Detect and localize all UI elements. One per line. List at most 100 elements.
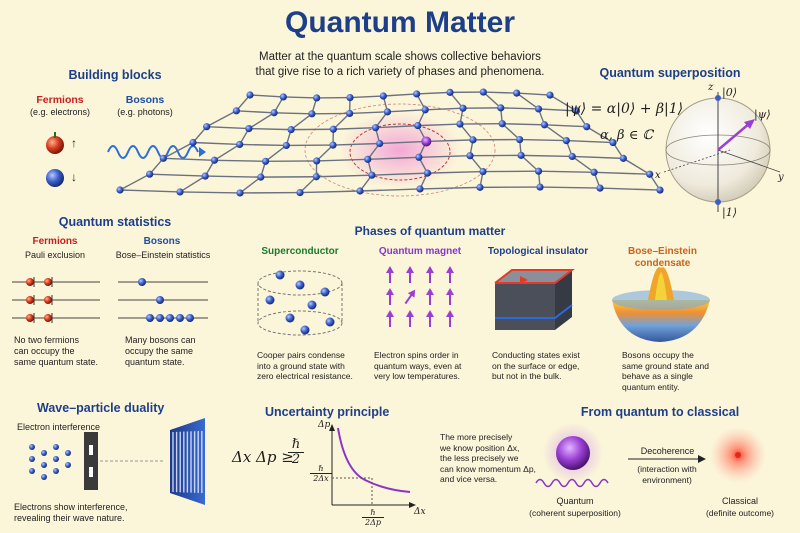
boson-dot: [138, 278, 146, 286]
phase-superconductor-title-text: Superconductor: [261, 246, 339, 257]
lattice-node: [356, 187, 364, 195]
lattice-node: [497, 104, 505, 112]
subtitle-line-1: Matter at the quantum scale shows collec…: [259, 51, 541, 63]
stats-fermions-label-text: Fermions: [32, 236, 78, 247]
lattice-node: [379, 92, 387, 100]
cooper-pair-dot: [285, 313, 295, 323]
lattice-node: [159, 154, 167, 162]
spin-down-arrow-icon: ↓: [71, 170, 77, 184]
lattice-node: [329, 141, 337, 149]
lattice-node: [590, 168, 598, 176]
cooper-pair-dot: [295, 280, 305, 290]
lattice-node: [421, 106, 429, 114]
lattice-node: [476, 183, 484, 191]
lattice-node: [201, 172, 209, 180]
stats-fermions-label: Fermions: [5, 236, 105, 247]
stats-bosons-note: Many bosons can occupy the same quantum …: [125, 335, 196, 368]
stats-fermions-note-line: No two fermions: [14, 335, 80, 345]
lattice-node: [469, 136, 477, 144]
quantum-desc: (coherent superposition): [529, 508, 621, 518]
stats-bosons-label-text: Bosons: [143, 236, 181, 247]
fermion-levels-icon: [12, 281, 100, 319]
uncertainty-note-line: the less precisely we: [440, 453, 519, 463]
bosons-label: Bosons: [105, 94, 185, 106]
uncertainty-tick-x: ℏ 2Δp: [362, 508, 384, 527]
lattice-node: [536, 183, 544, 191]
quantum-orb-icon: [535, 423, 609, 488]
duality-note-line: Electrons show interference,: [14, 502, 128, 512]
fermions-example: (e.g. electrons): [29, 107, 91, 117]
lattice-node: [116, 186, 124, 194]
boson-dot: [166, 314, 174, 322]
lattice-node: [596, 184, 604, 192]
phase-topological-title: Topological insulator: [478, 246, 598, 257]
uncertainty-graph: [329, 424, 416, 508]
lattice-node: [246, 91, 254, 99]
subtitle-line-2: that give rise to a rich variety of phas…: [255, 66, 545, 78]
phase-topological-title-text: Topological insulator: [487, 246, 589, 257]
lattice-node: [282, 141, 290, 150]
lattice-node: [646, 170, 654, 178]
lattice-node: [176, 188, 184, 196]
boson-dot: [176, 314, 184, 322]
cooper-pair-dot: [300, 325, 310, 335]
spin-up-arrow-icon: ↑: [71, 136, 77, 150]
spin-arrow-icon: [386, 310, 394, 327]
lattice-icon: [116, 88, 664, 197]
spin-arrow-icon: [386, 288, 394, 305]
uncertainty-note-line: we know position Δx,: [440, 442, 520, 453]
fermion-sphere-icon: [46, 132, 64, 154]
lattice-node: [517, 151, 525, 159]
phase-desc-line: but not in the bulk.: [492, 371, 562, 381]
lattice-node: [516, 135, 524, 144]
lattice-node: [203, 123, 211, 131]
bloch-ket-0: |0⟩: [722, 86, 737, 99]
lattice-node: [346, 93, 354, 102]
lattice-node: [287, 126, 295, 134]
boson-dot: [156, 314, 164, 322]
lattice-node: [329, 125, 337, 133]
decoherence-interaction-line: environment): [642, 474, 692, 485]
lattice-node: [279, 93, 287, 101]
uncertainty-note-line: and vice versa.: [440, 474, 498, 484]
tick-x-num: ℏ: [362, 508, 384, 518]
lattice-node: [257, 173, 265, 181]
uncertainty-fraction-num: ℏ: [288, 438, 304, 453]
fermion-dot: [44, 278, 52, 286]
lattice-node: [446, 88, 454, 96]
phase-desc-line: into a ground state with: [257, 360, 345, 371]
stats-bosons-rule: Bose–Einstein statistics: [115, 250, 211, 260]
bloch-axis-z: z: [708, 82, 714, 93]
lattice-node: [261, 157, 270, 165]
uncertainty-axis-x: Δx: [414, 507, 426, 517]
lattice-node: [423, 169, 432, 177]
lattice-node: [609, 138, 617, 147]
fermion-dot: [26, 278, 34, 286]
boson-dot: [146, 314, 154, 322]
lattice-node: [236, 189, 244, 197]
electron-source-icon: [29, 444, 71, 480]
fermions-label-text: Fermions: [36, 94, 84, 106]
fermion-spin-down-sphere-icon: [46, 169, 64, 187]
lattice-node: [421, 136, 432, 147]
cooper-pair-dot: [275, 270, 285, 280]
page-subtitle: Matter at the quantum scale shows collec…: [230, 50, 570, 80]
spin-arrow-icon: [386, 266, 394, 283]
spin-arrow-icon: [446, 310, 454, 327]
lattice-node: [456, 120, 464, 128]
bloch-ket-1: |1⟩: [722, 206, 737, 219]
duality-note: Electrons show interference, revealing t…: [14, 502, 128, 524]
superconductor-ring-icon: [257, 270, 343, 336]
uncertainty-heading: Uncertainty principle: [265, 405, 390, 419]
lattice-node: [414, 122, 422, 130]
stats-bosons-note-line: occupy the same: [125, 346, 194, 356]
cube-icon: [494, 269, 575, 330]
boson-dot: [156, 296, 164, 304]
lattice-node: [459, 104, 467, 112]
spin-arrow-icon: [446, 288, 454, 305]
lattice-node: [346, 109, 354, 118]
phase-desc-line: Cooper pairs condense: [257, 350, 345, 360]
lattice-node: [313, 94, 321, 102]
fermions-label: Fermions: [20, 94, 100, 106]
fermion-dot: [26, 314, 34, 322]
